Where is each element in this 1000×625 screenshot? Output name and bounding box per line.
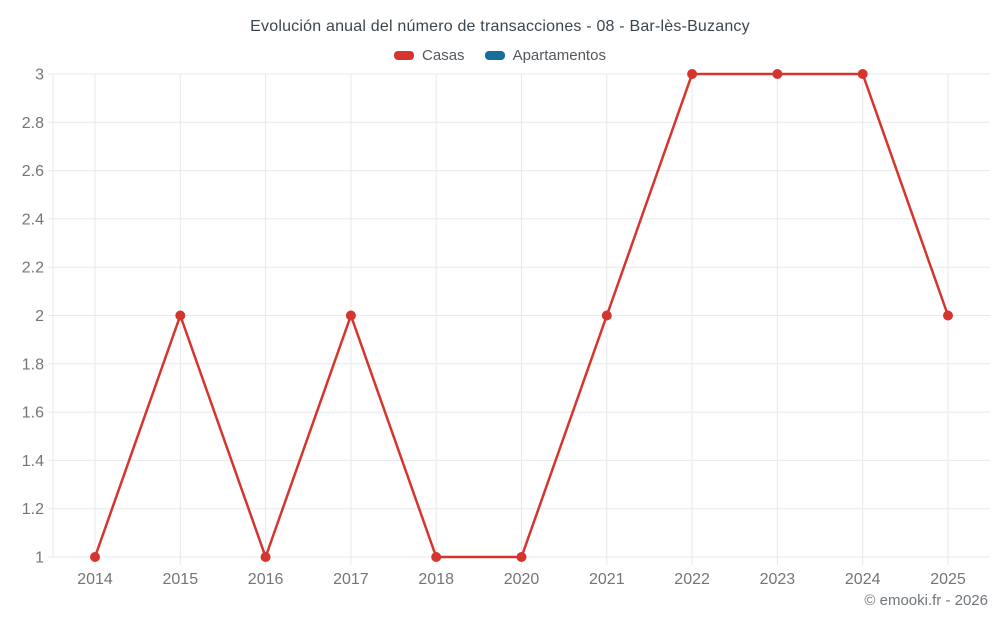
x-tick-label: 2023 <box>760 571 796 588</box>
data-point-casas-2018[interactable] <box>431 552 442 562</box>
data-point-casas-2020[interactable] <box>516 552 527 562</box>
y-tick-label: 2.8 <box>22 115 44 132</box>
data-point-casas-2021[interactable] <box>601 310 612 321</box>
x-tick-label: 2016 <box>248 571 284 588</box>
y-tick-label: 1.2 <box>22 501 44 518</box>
data-point-casas-2024[interactable] <box>857 69 868 79</box>
data-point-casas-2016[interactable] <box>260 552 271 562</box>
data-point-casas-2023[interactable] <box>772 69 783 79</box>
data-point-casas-2022[interactable] <box>687 69 698 79</box>
y-tick-label: 1.4 <box>22 453 44 470</box>
legend: Casas Apartamentos <box>0 47 1000 64</box>
apartamentos-swatch-icon <box>484 51 505 60</box>
x-tick-label: 2020 <box>504 571 540 588</box>
y-tick-label: 1.6 <box>22 405 44 422</box>
y-tick-label: 3 <box>35 67 44 84</box>
data-point-casas-2025[interactable] <box>943 310 953 321</box>
x-tick-label: 2018 <box>418 571 454 588</box>
x-tick-label: 2021 <box>589 571 625 588</box>
y-tick-label: 2.4 <box>22 211 44 228</box>
y-tick-label: 2.2 <box>22 260 44 277</box>
y-tick-label: 1.8 <box>22 356 44 373</box>
legend-label-casas: Casas <box>422 47 465 64</box>
y-tick-label: 1 <box>35 550 44 567</box>
legend-item-apartamentos[interactable]: Apartamentos <box>484 47 606 64</box>
data-point-casas-2015[interactable] <box>175 310 186 321</box>
x-tick-label: 2024 <box>845 571 881 588</box>
data-point-casas-2017[interactable] <box>345 310 356 321</box>
chart-title: Evolución anual del número de transaccio… <box>250 18 750 35</box>
y-tick-label: 2.6 <box>22 163 44 180</box>
x-tick-label: 2014 <box>77 571 113 588</box>
data-point-casas-2014[interactable] <box>90 552 100 562</box>
x-tick-label: 2017 <box>333 571 369 588</box>
x-tick-label: 2025 <box>930 571 966 588</box>
casas-swatch-icon <box>394 51 415 60</box>
x-tick-label: 2015 <box>163 571 199 588</box>
y-tick-label: 2 <box>35 308 44 325</box>
legend-label-apartamentos: Apartamentos <box>512 47 606 64</box>
attribution-text: © emooki.fr - 2026 <box>864 592 988 609</box>
x-tick-label: 2022 <box>674 571 710 588</box>
legend-item-casas[interactable]: Casas <box>394 47 465 64</box>
